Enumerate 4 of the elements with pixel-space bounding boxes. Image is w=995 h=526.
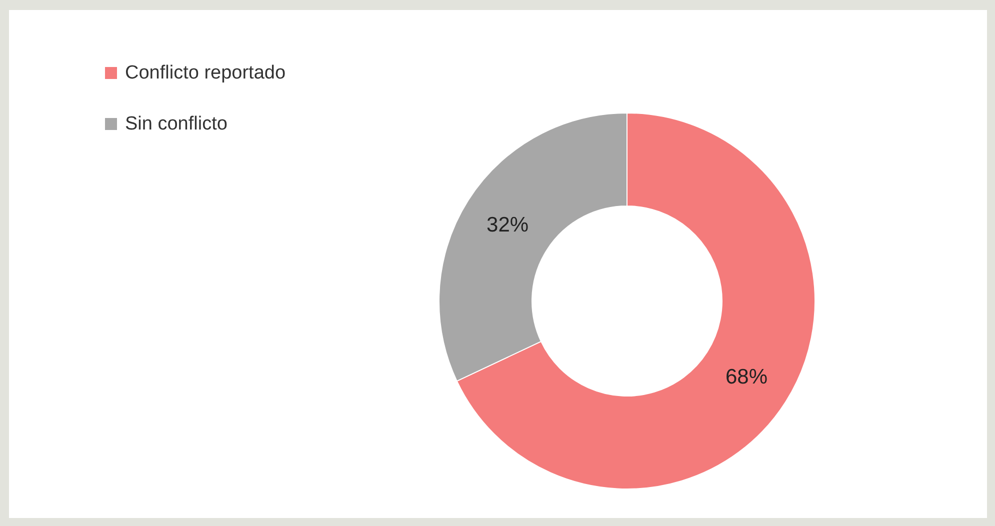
data-label: 68% <box>725 365 768 388</box>
legend-label: Sin conflicto <box>125 114 228 134</box>
legend-label: Conflicto reportado <box>125 62 286 84</box>
data-label: 32% <box>486 214 529 237</box>
